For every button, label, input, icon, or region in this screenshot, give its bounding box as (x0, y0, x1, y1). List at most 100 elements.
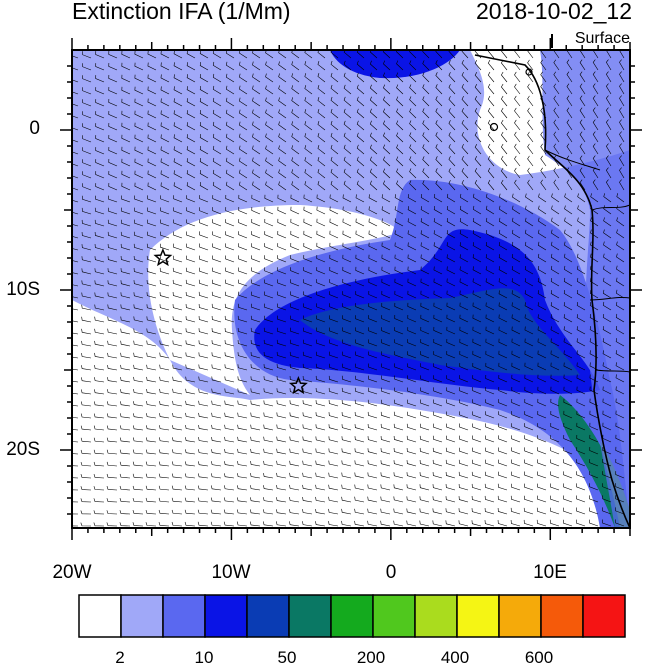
wind-barb (553, 95, 560, 107)
wind-barb (576, 289, 586, 299)
wind-barb (186, 122, 196, 131)
wind-barb (356, 108, 365, 119)
wind-barb (616, 277, 625, 287)
wind-barb (106, 522, 118, 527)
wind-barb (497, 495, 508, 503)
wind-barb (72, 284, 79, 287)
wind-barb (328, 472, 339, 479)
wind-barb (252, 145, 261, 155)
wind-barb (172, 304, 183, 311)
wind-barb (289, 412, 300, 419)
wind-barb (448, 96, 456, 107)
colorbar-label-0: 2 (115, 648, 125, 667)
wind-barb (458, 471, 469, 479)
wind-barb (134, 170, 144, 179)
wind-barb (265, 181, 274, 191)
wind-barb (72, 79, 79, 83)
wind-barb (145, 485, 157, 491)
wind-barb (369, 156, 378, 167)
wind-barb (446, 230, 456, 239)
wind-barb (433, 326, 443, 335)
wind-barb (393, 460, 404, 467)
wind-barb (199, 207, 209, 215)
wind-barb (304, 133, 313, 143)
wind-barb (368, 303, 378, 311)
wind-barb (72, 236, 79, 239)
wind-barb (605, 155, 612, 167)
wind-barb (420, 206, 430, 215)
wind-barb (120, 389, 131, 395)
wind-barb (564, 253, 573, 263)
wind-barb (563, 314, 573, 323)
wind-barb (290, 218, 300, 227)
wind-barb (72, 248, 79, 251)
wind-barb (315, 472, 326, 479)
wind-barb (448, 50, 456, 59)
wind-barb (511, 350, 521, 359)
wind-barb (500, 131, 508, 143)
wind-barb (276, 497, 287, 503)
wind-barb (224, 485, 235, 491)
wind-barb (72, 260, 79, 263)
wind-barb (380, 472, 391, 479)
wind-barb (550, 386, 560, 395)
wind-barb (184, 461, 196, 467)
wind-barb (94, 280, 105, 287)
wind-barb (485, 242, 495, 251)
wind-barb (159, 400, 170, 407)
wind-barb (106, 437, 118, 443)
wind-barb (619, 71, 625, 83)
wind-barb (276, 448, 287, 455)
wind-barb (72, 489, 79, 491)
wind-barb (160, 231, 170, 239)
wind-barb (185, 340, 196, 347)
wind-barb (317, 181, 326, 191)
wind-barb (393, 423, 404, 431)
wind-barb (420, 254, 430, 263)
wind-barb (186, 207, 196, 215)
wind-barb (406, 423, 417, 431)
wind-barb (446, 399, 456, 407)
wind-barb (289, 388, 300, 395)
wind-barb (146, 425, 157, 431)
wind-barb (252, 157, 261, 167)
wind-barb (563, 435, 573, 443)
wind-barb (514, 179, 521, 191)
wind-barb (367, 423, 378, 431)
wind-barb (250, 436, 261, 443)
wind-barb (524, 253, 534, 263)
wind-barb (383, 120, 391, 131)
wind-barb (487, 83, 495, 95)
wind-barb (95, 159, 105, 167)
wind-barb (302, 412, 313, 419)
wind-barb (590, 229, 599, 239)
wind-barb (592, 155, 599, 167)
wind-barb (304, 109, 313, 119)
wind-barb (119, 461, 131, 467)
wind-barb (563, 447, 573, 455)
wind-barb (212, 50, 222, 59)
wind-barb (291, 169, 300, 179)
wind-barb (250, 303, 261, 311)
wind-barb (605, 59, 612, 71)
wind-barb (315, 521, 326, 527)
wind-barb (159, 267, 170, 275)
wind-barb (527, 59, 534, 71)
wind-barb (278, 133, 287, 143)
wind-barb (407, 387, 417, 395)
wind-barb (367, 460, 378, 467)
wind-barb (355, 278, 365, 287)
wind-barb (354, 424, 365, 431)
wind-barb (278, 109, 287, 119)
wind-barb (602, 326, 612, 335)
wind-barb (226, 157, 235, 167)
wind-barb (577, 217, 586, 227)
wind-barb (160, 50, 170, 59)
wind-barb (330, 60, 339, 71)
wind-barb (303, 291, 313, 299)
wind-barb (95, 135, 105, 143)
wind-barb (394, 254, 404, 263)
wind-barb (368, 266, 378, 275)
wind-barb (134, 62, 144, 71)
wind-barb (396, 60, 404, 71)
